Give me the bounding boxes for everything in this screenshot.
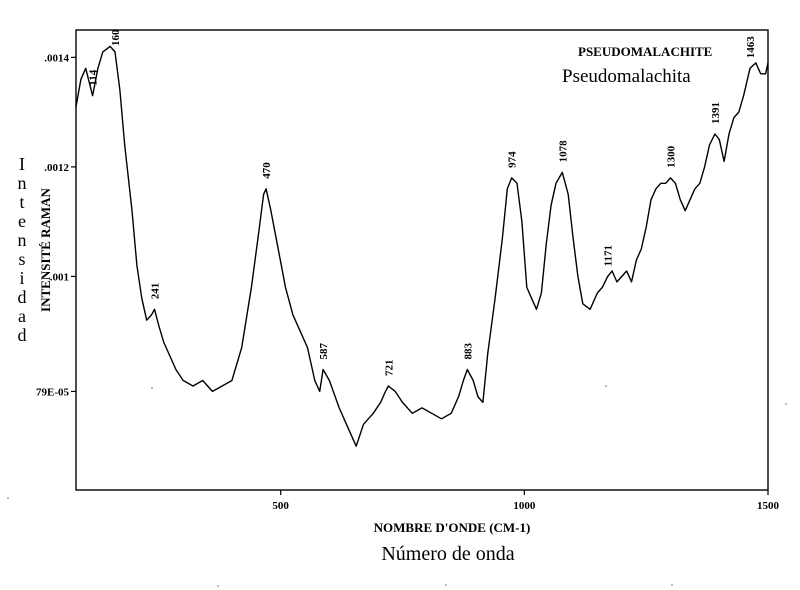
y-axis-label-secondary-letter: I [19,154,25,174]
y-axis-label-secondary-letter: a [18,306,26,326]
peak-label: 1463 [745,36,757,59]
scan-speck [445,584,447,586]
plot-frame [75,29,769,491]
peak-labels: 114 160 241 470 587 721 883 974 1078 1171 1300 1391… [88,29,757,376]
peak-label: 974 [507,151,519,168]
series-layer [75,45,769,447]
peak-label: 160 [110,29,122,46]
y-axis-ticks: .0014 .0012 .001 79E-05 [36,52,76,398]
peak-label: 1171 [603,245,615,266]
spectrum-line [75,45,769,447]
y-axis-label-secondary-letter: d [18,325,27,345]
scan-speck [151,387,153,389]
scan-speck [605,385,607,387]
y-axis-label-secondary-letter: n [18,230,27,250]
peak-label: 883 [462,343,474,360]
peak-label: 470 [261,162,273,179]
peak-label: 241 [150,283,162,300]
y-axis-label-secondary-letter: i [19,268,24,288]
scan-speck [7,497,9,499]
x-tick-label: 500 [272,500,289,512]
x-tick-label: 1500 [757,500,780,512]
y-tick-label: .0012 [44,162,69,174]
x-axis-label-secondary: Número de onda [381,543,514,565]
x-tick-label: 1000 [513,500,536,512]
scan-speck [785,403,787,405]
scan-speck [217,585,219,587]
scan-speck [671,584,673,586]
y-axis-label-secondary-letter: d [18,287,27,307]
peak-label: 721 [383,360,395,377]
chart-title: PSEUDOMALACHITE [578,44,712,59]
y-tick-label: 79E-05 [36,386,70,398]
x-axis-ticks: 500 1000 1500 [272,490,780,512]
y-tick-label: .001 [50,271,69,283]
y-tick-label: .0014 [44,52,69,64]
y-axis-label-secondary-letter: e [18,211,26,231]
peak-label: 1078 [557,140,569,163]
peak-label: 1391 [710,102,722,124]
chart-subtitle: Pseudomalachita [562,66,691,87]
peak-label: 114 [88,69,100,85]
peak-label: 587 [318,343,330,360]
y-axis-label-secondary-letter: s [18,249,25,269]
peak-label: 1300 [666,145,678,168]
x-axis-label: NOMBRE D'ONDE (CM-1) [374,520,531,535]
y-axis-label-secondary-letter: n [18,173,27,193]
scan-specks [7,385,787,587]
y-axis-label-secondary-letter: t [19,192,24,212]
y-axis-label: INTENSITÉ RAMAN [38,187,53,311]
